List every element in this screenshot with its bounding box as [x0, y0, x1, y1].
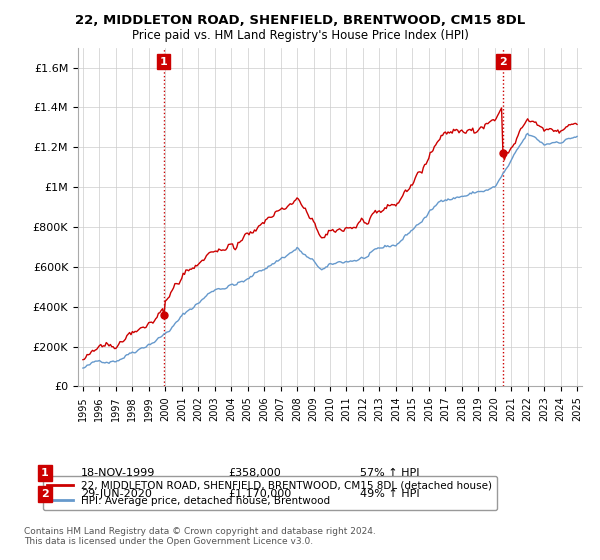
- Text: 57% ↑ HPI: 57% ↑ HPI: [360, 468, 419, 478]
- Text: 49% ↑ HPI: 49% ↑ HPI: [360, 489, 419, 499]
- Text: 29-JUN-2020: 29-JUN-2020: [81, 489, 152, 499]
- Legend: 22, MIDDLETON ROAD, SHENFIELD, BRENTWOOD, CM15 8DL (detached house), HPI: Averag: 22, MIDDLETON ROAD, SHENFIELD, BRENTWOOD…: [43, 477, 497, 510]
- Text: 2: 2: [499, 57, 507, 67]
- Text: Price paid vs. HM Land Registry's House Price Index (HPI): Price paid vs. HM Land Registry's House …: [131, 29, 469, 42]
- Text: 2: 2: [41, 489, 49, 499]
- Text: 18-NOV-1999: 18-NOV-1999: [81, 468, 155, 478]
- Text: £358,000: £358,000: [228, 468, 281, 478]
- Text: £1,170,000: £1,170,000: [228, 489, 291, 499]
- Text: 22, MIDDLETON ROAD, SHENFIELD, BRENTWOOD, CM15 8DL: 22, MIDDLETON ROAD, SHENFIELD, BRENTWOOD…: [75, 14, 525, 27]
- Text: 1: 1: [160, 57, 167, 67]
- Text: Contains HM Land Registry data © Crown copyright and database right 2024.
This d: Contains HM Land Registry data © Crown c…: [24, 526, 376, 546]
- Text: 1: 1: [41, 468, 49, 478]
